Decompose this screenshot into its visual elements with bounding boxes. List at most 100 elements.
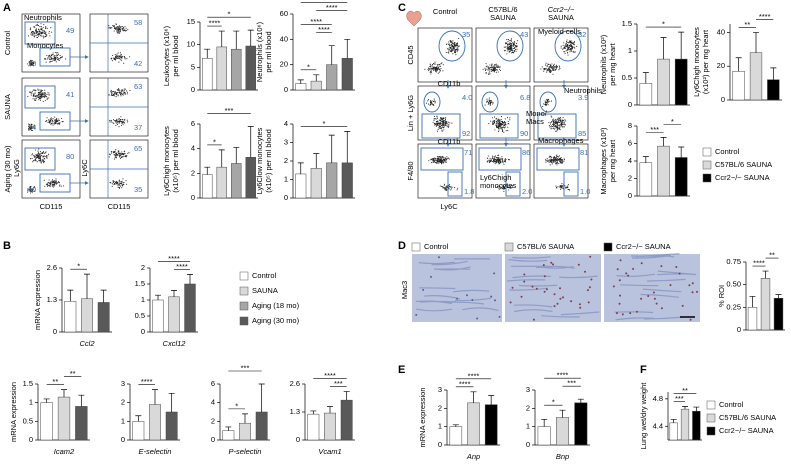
- bar: [152, 299, 164, 333]
- gate-label: Macs: [526, 117, 544, 126]
- error-bar: [762, 270, 769, 279]
- x-axis-label: Cxcl12: [163, 339, 187, 348]
- y-tick-label: 0: [628, 100, 632, 109]
- bar: [64, 300, 77, 333]
- panel-label: A: [3, 2, 11, 14]
- flow-plot-frame: [533, 85, 589, 141]
- y-axis-label: Neutrophils (x10²): [599, 34, 608, 94]
- significance-label: *: [307, 62, 310, 71]
- significance-label: ****: [176, 262, 188, 271]
- y-tick-label: 0: [721, 95, 725, 104]
- bar: [760, 278, 771, 331]
- gate-value: 10: [28, 185, 36, 194]
- significance-label: ****: [168, 254, 180, 263]
- bar: [449, 426, 463, 446]
- y-axis-label: mRNA expression: [33, 270, 42, 330]
- y-axis-label: Ly6Clow monocytes: [255, 127, 264, 194]
- significance-label: ****: [318, 25, 330, 34]
- gate: [496, 30, 524, 62]
- gate: [438, 30, 466, 62]
- gate: [478, 147, 522, 171]
- y-tick-label: 3: [438, 385, 442, 394]
- significance-label: *: [323, 119, 326, 128]
- bar: [657, 145, 670, 197]
- bar: [657, 58, 670, 106]
- error-bar: [233, 30, 240, 50]
- y-tick-label: 6: [628, 138, 632, 147]
- gate-label: Neutrophils: [564, 86, 602, 95]
- error-bar: [770, 67, 777, 80]
- gate-value: 86: [522, 148, 530, 157]
- y-tick-label: 0: [191, 193, 195, 202]
- flow-events: [108, 88, 131, 128]
- gate-label: Macrophages: [538, 136, 584, 145]
- gate: [24, 21, 56, 45]
- error-bar: [642, 156, 649, 163]
- bar: [639, 83, 653, 106]
- gate: [421, 113, 461, 139]
- legend-label: Control: [719, 400, 744, 409]
- y-tick-label: 10: [187, 40, 195, 49]
- error-bar: [642, 72, 649, 84]
- y-tick-label: 1.3: [290, 407, 300, 416]
- flow-plot-frame: [417, 143, 473, 199]
- y-tick-label: 0: [141, 327, 145, 336]
- error-bar: [452, 424, 459, 427]
- legend-label: C57BL/6 SAUNA: [715, 160, 772, 169]
- row-label: SAUNA: [3, 94, 12, 120]
- significance-label: *: [77, 262, 80, 271]
- x-axis-label: Anp: [466, 452, 480, 461]
- error-bar: [61, 389, 67, 398]
- panel-label: D: [398, 240, 406, 252]
- gate-value: 35: [134, 185, 142, 194]
- significance-label: ***: [567, 379, 576, 388]
- error-bar: [775, 294, 782, 299]
- y-axis-label: per ml blood: [264, 31, 273, 72]
- y-tick-label: 1.5: [135, 279, 145, 288]
- bar: [341, 162, 353, 199]
- gate-value: 4.0: [462, 93, 472, 102]
- legend-swatch: [702, 147, 712, 157]
- flow-events: [482, 38, 518, 75]
- bar: [537, 426, 551, 446]
- significance-label: ****: [326, 3, 338, 12]
- flow-events: [428, 155, 459, 192]
- bar: [326, 162, 338, 199]
- y-tick-label: 1: [121, 416, 125, 425]
- error-bar: [735, 57, 742, 72]
- error-bar: [297, 79, 304, 84]
- legend-swatch: [706, 426, 716, 436]
- error-bar: [753, 32, 759, 53]
- axis-label: CD11b: [438, 79, 461, 88]
- gate: [481, 91, 499, 113]
- legend-label: Ccr2−/− SAUNA: [715, 173, 770, 182]
- gate-label: Neutrophils: [24, 13, 62, 22]
- significance-label: ****: [459, 379, 471, 388]
- y-tick-label: 0: [53, 327, 57, 336]
- panel-label: E: [398, 364, 405, 376]
- significance-label: **: [769, 251, 775, 260]
- gate-value: 63: [134, 82, 142, 91]
- bar: [231, 163, 242, 199]
- gate-value: 6.8: [520, 93, 530, 102]
- tissue-fiber: [415, 258, 499, 312]
- bar: [295, 173, 307, 199]
- gate-value: 80: [66, 152, 74, 161]
- error-bar: [344, 38, 351, 59]
- bar: [184, 283, 196, 333]
- gate-value: 37: [134, 123, 142, 132]
- gate: [505, 171, 521, 197]
- significance-label: ****: [759, 12, 771, 21]
- tissue-fiber: [506, 256, 600, 318]
- significance-label: ****: [209, 19, 221, 28]
- y-tick-label: 4.8: [653, 394, 663, 403]
- flow-plot-frame: [533, 143, 589, 199]
- significance-label: ***: [650, 125, 659, 134]
- y-tick-label: 3: [284, 137, 288, 146]
- legend-swatch: [239, 301, 249, 311]
- flow-events: [26, 21, 67, 67]
- x-axis-label: P-selectin: [229, 447, 262, 456]
- y-tick-label: 5: [191, 62, 195, 71]
- y-tick-label: 40: [717, 27, 725, 36]
- error-bar: [541, 418, 548, 427]
